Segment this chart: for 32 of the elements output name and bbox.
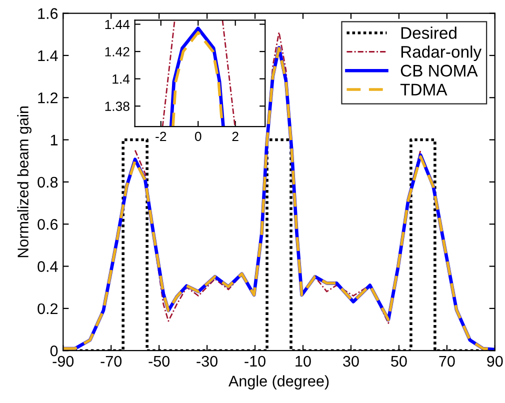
x-tick-label: 30 (343, 356, 359, 367)
x-tick-label: -70 (100, 356, 122, 367)
y-tick-label: 1.2 (38, 92, 58, 104)
y-tick-label: 1.6 (38, 8, 58, 19)
x-tick-label: -30 (196, 356, 218, 367)
x-axis-title: Angle (degree) (228, 375, 329, 390)
x-tick-label: 10 (296, 356, 311, 367)
y-tick-label: 1 (50, 134, 58, 146)
x-tick-label: -90 (52, 356, 74, 367)
x-tick-label: -2 (156, 132, 166, 141)
y-tick-label: 1.4 (112, 74, 130, 84)
y-tick-label: 0.2 (38, 303, 58, 314)
x-tick-label: 0 (194, 132, 202, 142)
y-axis-title: Normalized beam gain (17, 106, 32, 258)
y-tick-label: 1.42 (105, 47, 130, 56)
y-tick-label: 1.38 (105, 102, 130, 111)
y-tick-label: 0.4 (38, 261, 58, 272)
x-tick-label: 2 (232, 132, 238, 141)
y-tick-label: 0 (50, 345, 58, 356)
legend-label: Radar-only (401, 46, 482, 62)
y-tick-label: 0.6 (38, 218, 58, 230)
legend-label: CB NOMA (400, 64, 478, 77)
y-tick-label: 0.8 (38, 176, 58, 188)
x-tick-label: 70 (439, 356, 455, 367)
x-tick-label: -10 (244, 356, 266, 367)
y-tick-label: 1.4 (38, 50, 58, 61)
y-tick-label: 1.44 (105, 20, 130, 30)
x-tick-label: -50 (148, 356, 170, 367)
legend-label: TDMA (400, 84, 448, 96)
legend-label: Desired (401, 26, 456, 39)
x-tick-label: 50 (391, 356, 407, 367)
x-tick-label: 90 (487, 356, 503, 367)
